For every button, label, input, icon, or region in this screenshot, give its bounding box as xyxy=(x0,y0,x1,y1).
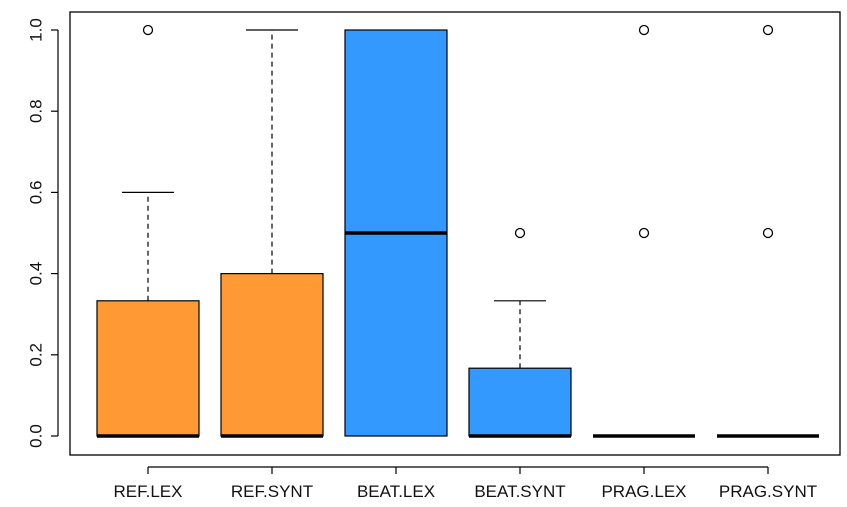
box-layer xyxy=(96,24,819,438)
box-group xyxy=(220,29,324,438)
axis-layer: 0.0 0.2 0.4 0.6 0.8 1.0 REF.LEX REF.SYNT BEAT.LE… xyxy=(27,18,818,501)
x-tick-label: BEAT.SYNT xyxy=(474,482,565,501)
y-tick-label: 1.0 xyxy=(27,18,46,42)
y-tick-label: 0.0 xyxy=(27,424,46,448)
box-group xyxy=(96,24,200,438)
x-tick-label: PRAG.SYNT xyxy=(719,482,817,501)
box-group xyxy=(468,227,572,438)
box xyxy=(96,300,200,437)
y-tick-label: 0.4 xyxy=(27,262,46,286)
x-tick-label: PRAG.LEX xyxy=(601,482,686,501)
box-group xyxy=(717,24,819,438)
x-tick-label: REF.SYNT xyxy=(231,482,313,501)
outlier-point xyxy=(638,227,650,239)
outlier-point xyxy=(762,24,774,36)
box xyxy=(220,273,324,437)
outlier-point xyxy=(638,24,650,36)
x-tick-label: REF.LEX xyxy=(114,482,183,501)
outlier-point xyxy=(514,227,526,239)
y-tick-label: 0.2 xyxy=(27,343,46,367)
x-tick-label: BEAT.LEX xyxy=(357,482,435,501)
outlier-point xyxy=(762,227,774,239)
box xyxy=(468,367,572,437)
box-group xyxy=(344,29,448,437)
outlier-point xyxy=(142,24,154,36)
y-tick-label: 0.8 xyxy=(27,99,46,123)
plot-frame xyxy=(69,11,841,456)
box-group xyxy=(593,24,695,438)
y-tick-label: 0.6 xyxy=(27,181,46,205)
